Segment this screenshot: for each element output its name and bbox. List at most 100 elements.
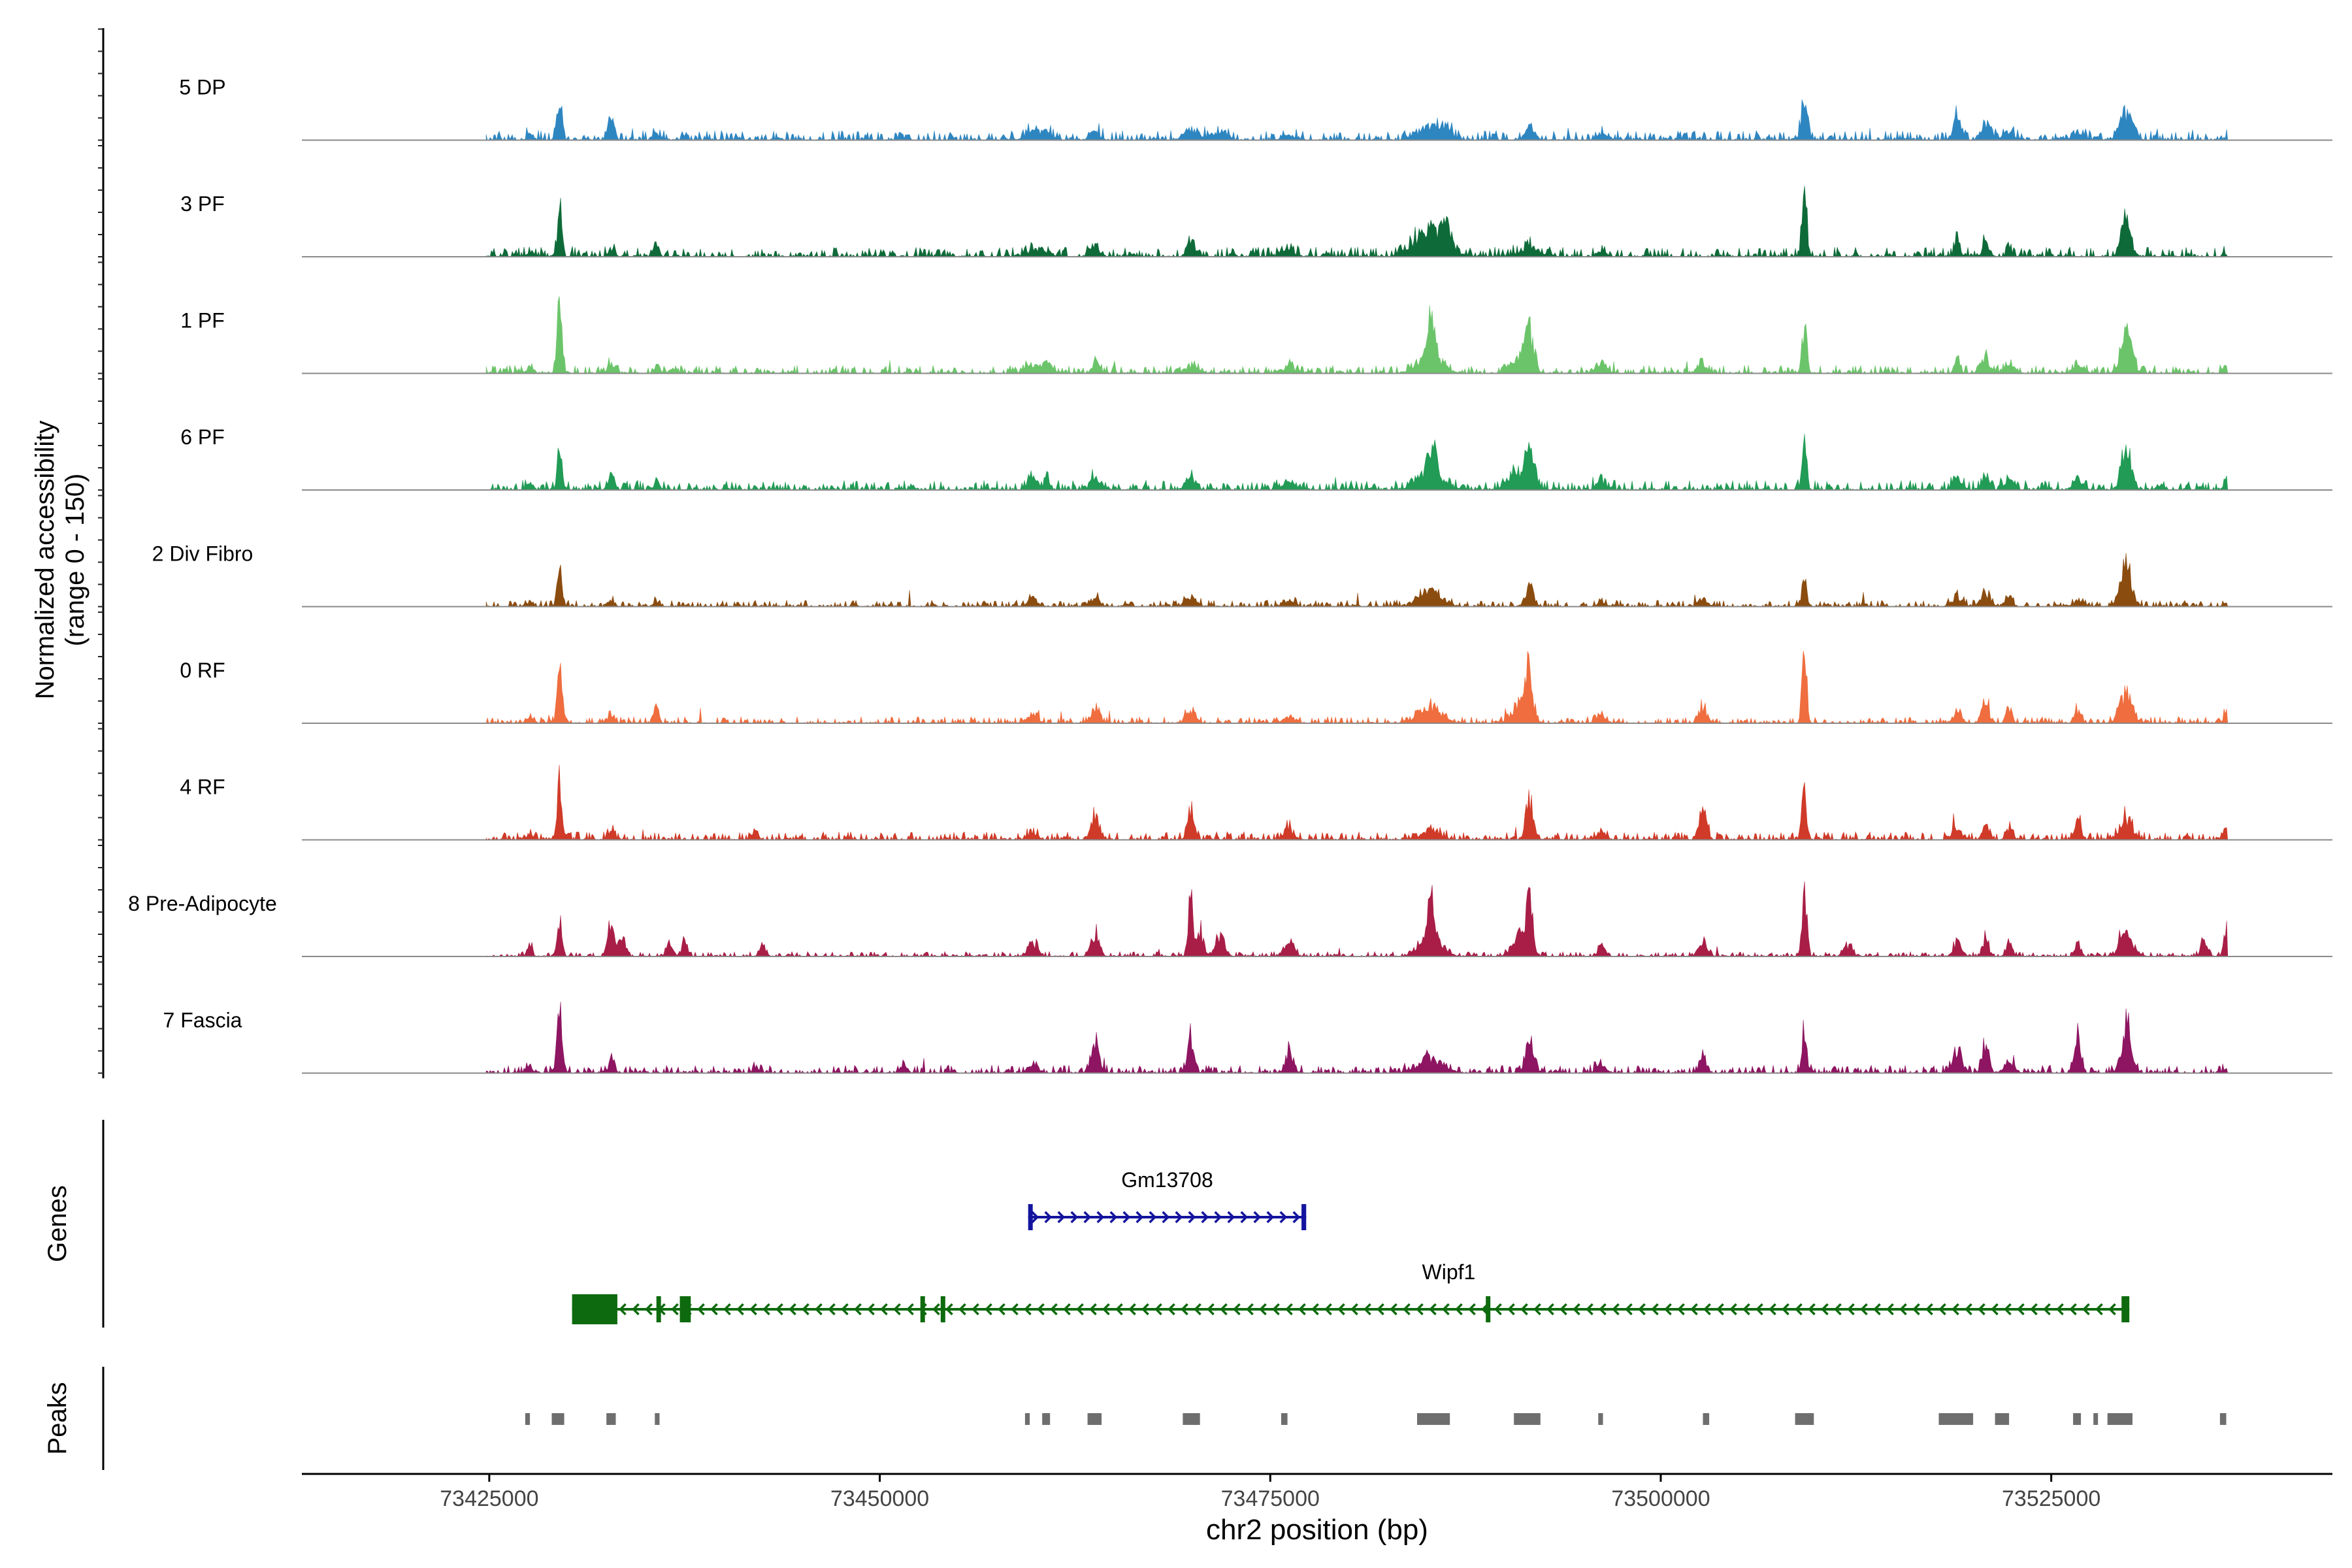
strand-arrow bbox=[1873, 1303, 1881, 1316]
strand-arrow bbox=[1965, 1303, 1972, 1316]
strand-arrow bbox=[1677, 1303, 1685, 1316]
strand-arrow bbox=[1938, 1303, 1946, 1316]
strand-arrow bbox=[1520, 1303, 1528, 1316]
gene-gm13708: Gm13708 bbox=[1028, 1168, 1307, 1230]
y-axis-label-line1: Normalized accessibility bbox=[31, 421, 59, 700]
peak-region bbox=[1795, 1413, 1814, 1425]
coverage-tracks: 5 DP 3 PF 1 PF 6 PF 2 Div Fibro 0 RF 4 RF 8 Pre… bbox=[128, 76, 2332, 1074]
strand-arrow bbox=[1769, 1303, 1776, 1316]
strand-arrow bbox=[1978, 1303, 1985, 1316]
track-0-rf: 0 RF bbox=[180, 651, 2332, 725]
strand-arrow bbox=[1233, 1303, 1241, 1316]
track-4-rf: 4 RF bbox=[180, 764, 2332, 841]
x-tick-label: 73425000 bbox=[440, 1486, 538, 1511]
peak-region bbox=[655, 1413, 660, 1425]
strand-arrow bbox=[1612, 1303, 1620, 1316]
strand-arrow bbox=[1664, 1303, 1672, 1316]
strand-arrow bbox=[1311, 1303, 1319, 1316]
strand-arrow bbox=[697, 1303, 705, 1316]
strand-arrow bbox=[1742, 1303, 1750, 1316]
strand-arrow bbox=[1403, 1303, 1411, 1316]
gene-exon bbox=[656, 1296, 661, 1322]
track-7-fascia: 7 Fascia bbox=[163, 1002, 2332, 1074]
strand-arrow bbox=[1350, 1303, 1358, 1316]
gene-label: Gm13708 bbox=[1121, 1168, 1213, 1192]
strand-arrow bbox=[1292, 1211, 1301, 1224]
strand-arrow bbox=[1442, 1303, 1450, 1316]
strand-arrow bbox=[1952, 1303, 1959, 1316]
strand-arrow bbox=[1024, 1303, 1032, 1316]
strand-arrow bbox=[1285, 1303, 1293, 1316]
strand-arrow bbox=[958, 1303, 966, 1316]
track-label: 2 Div Fibro bbox=[152, 542, 253, 566]
strand-arrow bbox=[776, 1303, 783, 1316]
track-label: 5 DP bbox=[179, 76, 225, 99]
strand-arrow bbox=[749, 1303, 757, 1316]
strand-arrow bbox=[1690, 1303, 1698, 1316]
strand-arrow bbox=[645, 1303, 653, 1316]
peak-region bbox=[1042, 1413, 1051, 1425]
strand-arrow bbox=[1279, 1211, 1288, 1224]
x-tick-label: 73500000 bbox=[1611, 1486, 1710, 1511]
peak-region bbox=[2107, 1413, 2132, 1425]
peak-region bbox=[1183, 1413, 1200, 1425]
peak-region bbox=[1514, 1413, 1541, 1425]
strand-arrow bbox=[1364, 1303, 1371, 1316]
peak-region bbox=[1281, 1413, 1288, 1425]
strand-arrow bbox=[1037, 1303, 1045, 1316]
strand-arrow bbox=[1782, 1303, 1789, 1316]
strand-arrow bbox=[2056, 1303, 2064, 1316]
peak-region bbox=[1598, 1413, 1603, 1425]
strand-arrow bbox=[1201, 1211, 1209, 1224]
strand-arrow bbox=[867, 1303, 875, 1316]
strand-arrow bbox=[1188, 1211, 1196, 1224]
track-label: 4 RF bbox=[180, 776, 225, 799]
strand-arrow bbox=[1337, 1303, 1345, 1316]
strand-arrow bbox=[1181, 1303, 1188, 1316]
strand-arrow bbox=[1227, 1211, 1235, 1224]
strand-arrow bbox=[1083, 1211, 1092, 1224]
track-label: 0 RF bbox=[180, 659, 225, 682]
strand-arrow bbox=[2043, 1303, 2051, 1316]
strand-arrow bbox=[1860, 1303, 1868, 1316]
strand-arrow bbox=[1586, 1303, 1593, 1316]
strand-arrow bbox=[1063, 1303, 1071, 1316]
coverage-area bbox=[485, 296, 2229, 374]
strand-arrow bbox=[1324, 1303, 1332, 1316]
strand-arrow bbox=[1507, 1303, 1515, 1316]
strand-arrow bbox=[1175, 1211, 1183, 1224]
strand-arrow bbox=[1076, 1303, 1084, 1316]
strand-arrow bbox=[632, 1303, 640, 1316]
strand-arrow bbox=[802, 1303, 809, 1316]
strand-arrow bbox=[1625, 1303, 1633, 1316]
strand-arrow bbox=[1149, 1211, 1157, 1224]
strand-arrow bbox=[2004, 1303, 2012, 1316]
coverage-area bbox=[485, 99, 2229, 141]
strand-arrow bbox=[1455, 1303, 1463, 1316]
genes-panel-label: Genes bbox=[43, 1185, 72, 1262]
strand-arrow bbox=[972, 1303, 979, 1316]
y-axis-label-line2: (range 0 - 150) bbox=[61, 474, 90, 647]
strand-arrow bbox=[1207, 1303, 1215, 1316]
track-8-pre-adipocyte: 8 Pre-Adipocyte bbox=[128, 881, 2332, 957]
gene-wipf1: Wipf1 bbox=[572, 1260, 2130, 1324]
strand-arrow bbox=[854, 1303, 862, 1316]
gene-exon bbox=[2121, 1296, 2130, 1322]
peak-region bbox=[1087, 1413, 1102, 1425]
strand-arrow bbox=[1468, 1303, 1476, 1316]
strand-arrow bbox=[1122, 1211, 1131, 1224]
gene-exon bbox=[1301, 1204, 1307, 1230]
coverage-area bbox=[485, 553, 2229, 608]
strand-arrow bbox=[762, 1303, 770, 1316]
strand-arrow bbox=[985, 1303, 992, 1316]
track-label: 3 PF bbox=[180, 192, 225, 216]
x-axis: 73425000 73450000 73475000 73500000 73525000 bbox=[440, 1474, 2100, 1511]
strand-arrow bbox=[1044, 1211, 1053, 1224]
strand-arrow bbox=[1070, 1211, 1079, 1224]
strand-arrow bbox=[1214, 1211, 1222, 1224]
strand-arrow bbox=[1298, 1303, 1306, 1316]
strand-arrow bbox=[828, 1303, 836, 1316]
strand-arrow bbox=[1246, 1303, 1254, 1316]
strand-arrow bbox=[1925, 1303, 1933, 1316]
strand-arrow bbox=[1716, 1303, 1724, 1316]
